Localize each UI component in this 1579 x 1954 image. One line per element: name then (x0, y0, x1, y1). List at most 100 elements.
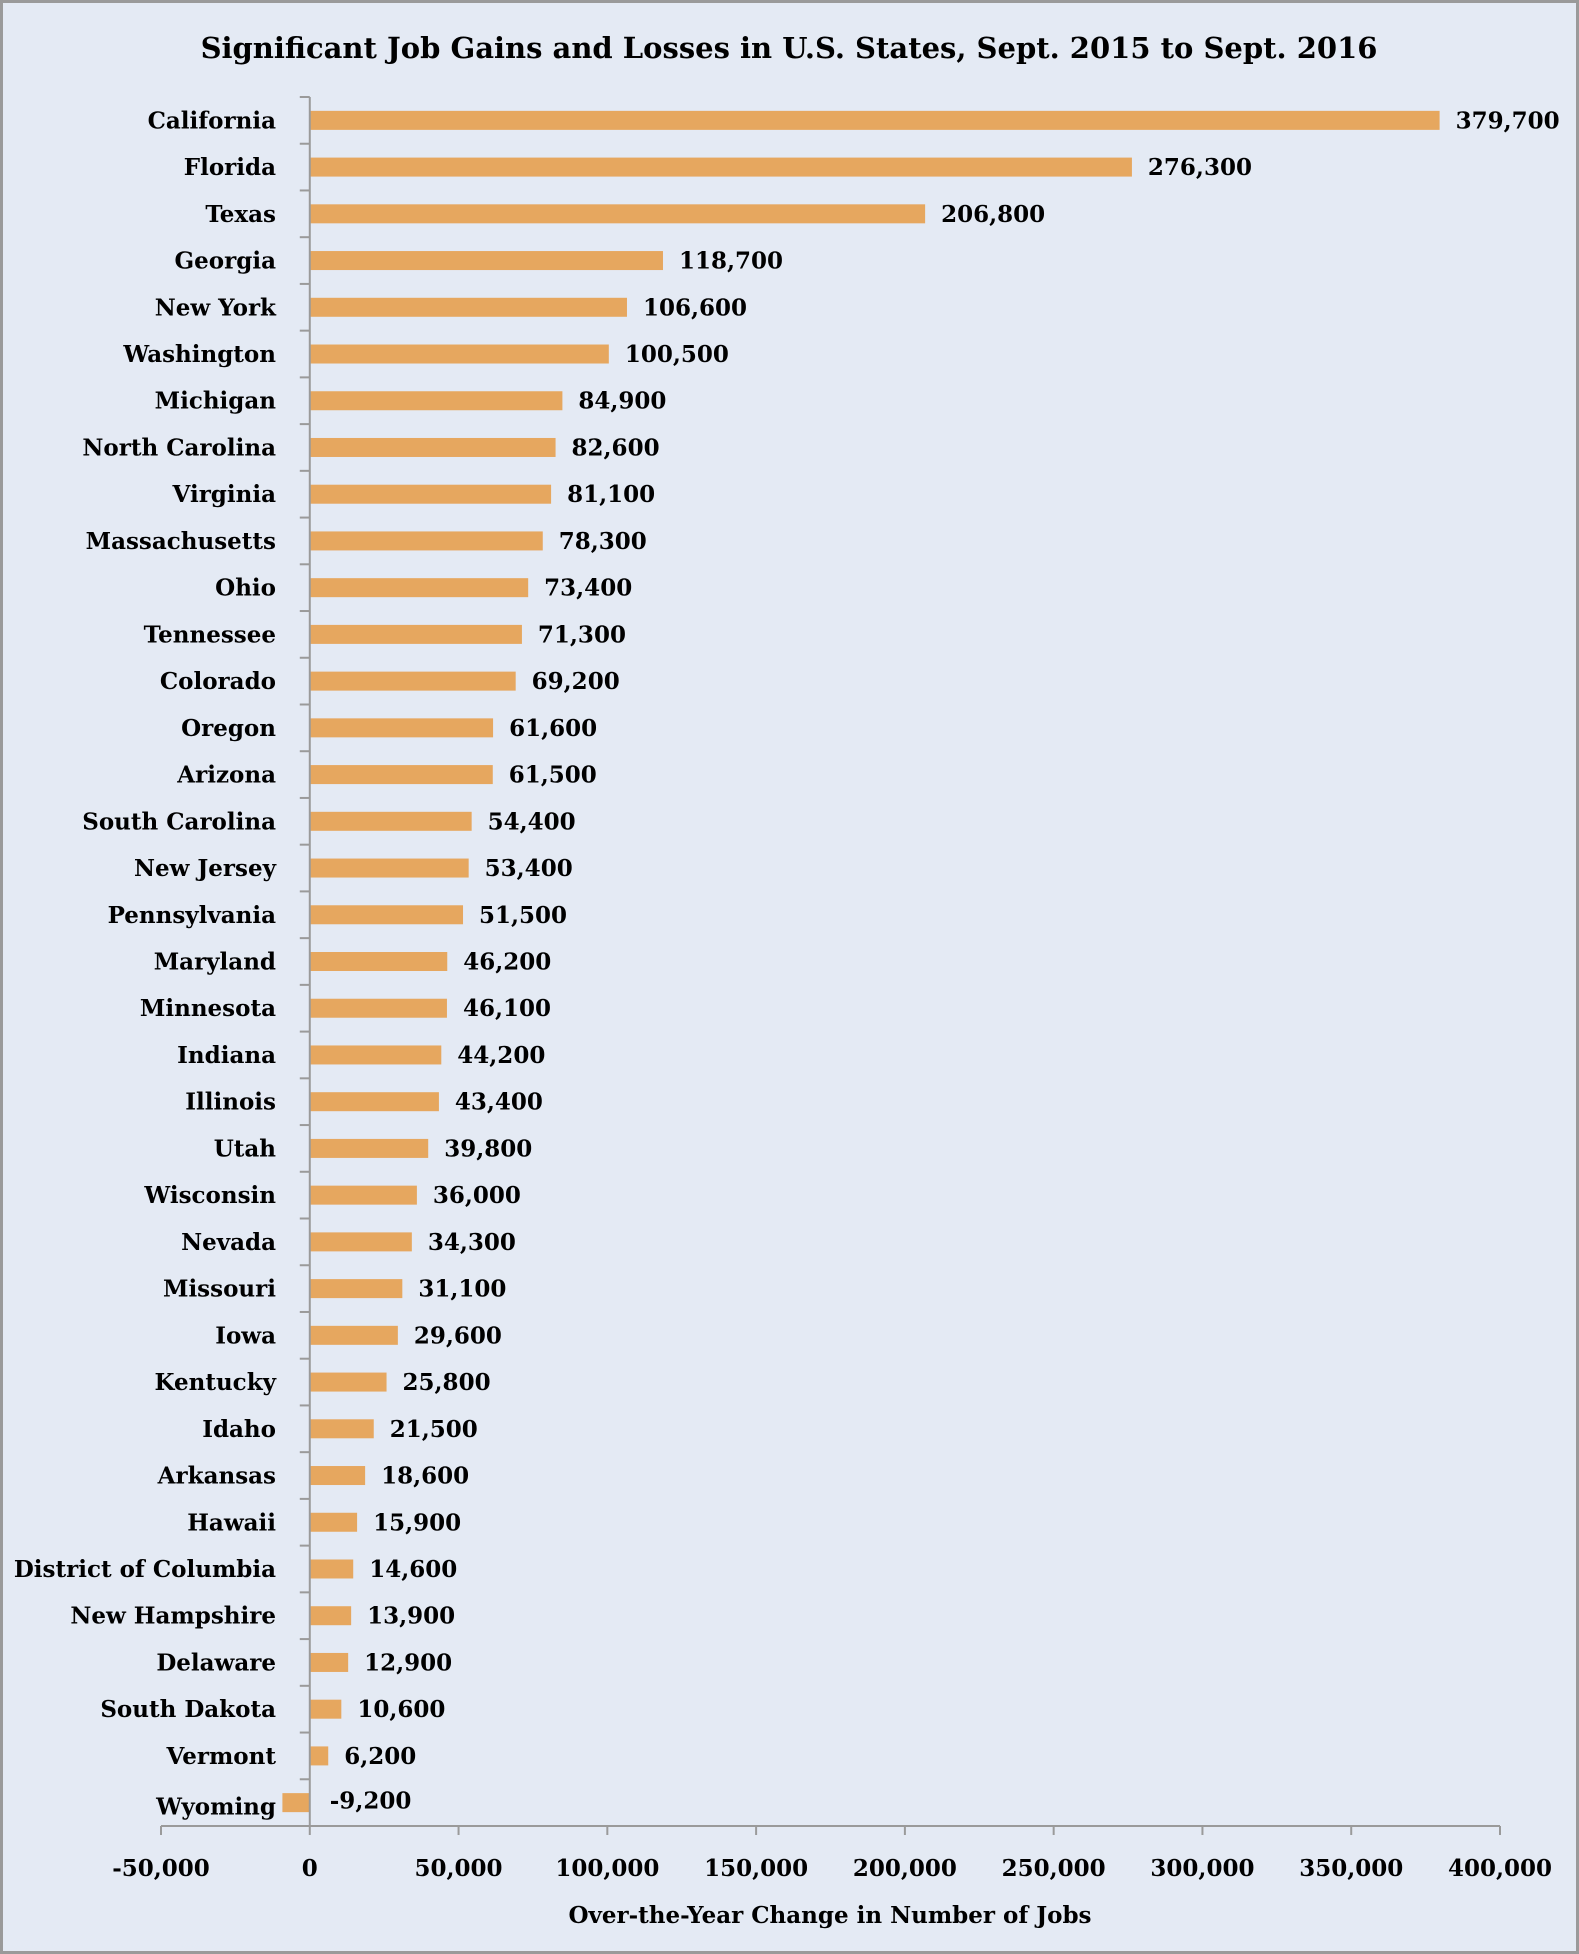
value-label: 81,100 (567, 481, 655, 508)
x-tick-label: -50,000 (112, 1855, 210, 1882)
x-axis-title: Over-the-Year Change in Number of Jobs (568, 1902, 1091, 1929)
value-label: 29,600 (414, 1322, 502, 1349)
bar-oregon (309, 718, 494, 738)
value-labels: 379,700 276,300 206,800 118,700 106,600 100,5… (330, 107, 1560, 1814)
value-label: 69,200 (532, 668, 620, 695)
category-label: Massachusetts (86, 528, 276, 555)
axes (160, 96, 1501, 1835)
chart-title: Significant Job Gains and Losses in U.S.… (201, 31, 1378, 65)
bar-north-carolina (309, 437, 556, 457)
value-label: 10,600 (357, 1696, 445, 1723)
x-tick-label: 350,000 (1299, 1855, 1403, 1882)
x-tick-label: 50,000 (415, 1855, 503, 1882)
category-label: Nevada (181, 1229, 276, 1256)
value-label: 51,500 (479, 902, 567, 929)
bar-california (309, 110, 1440, 130)
category-label: North Carolina (82, 434, 276, 461)
category-label: New Jersey (134, 855, 277, 882)
category-label: Maryland (154, 949, 276, 976)
bar-south-carolina (309, 811, 472, 831)
value-label: 31,100 (418, 1276, 506, 1303)
category-label: Pennsylvania (108, 902, 277, 929)
value-label: 106,600 (643, 294, 747, 321)
category-label: District of Columbia (14, 1556, 276, 1583)
bar-vermont (309, 1746, 329, 1766)
value-label: 14,600 (369, 1556, 457, 1583)
bar-iowa (309, 1325, 398, 1345)
category-label: Hawaii (187, 1509, 276, 1536)
bar-new-york (309, 297, 627, 317)
category-label: Wyoming (155, 1794, 276, 1821)
category-label: Arizona (176, 762, 276, 789)
bar-kentucky (309, 1372, 387, 1392)
value-label: 61,500 (509, 762, 597, 789)
category-label: New Hampshire (70, 1603, 276, 1630)
value-label: 54,400 (488, 808, 576, 835)
x-tick-label: 100,000 (555, 1855, 659, 1882)
value-label: 46,200 (463, 949, 551, 976)
bar-virginia (309, 484, 552, 504)
value-label: 13,900 (367, 1603, 455, 1630)
category-label: Washington (122, 341, 276, 368)
category-label: South Dakota (100, 1696, 276, 1723)
category-label: Georgia (175, 248, 277, 275)
category-label: Kentucky (155, 1369, 277, 1396)
x-tick-label: 0 (302, 1855, 318, 1882)
category-label: Illinois (185, 1089, 276, 1116)
value-label: 21,500 (390, 1416, 478, 1443)
category-label: Vermont (165, 1743, 276, 1770)
value-label: 73,400 (544, 575, 632, 602)
category-label: New York (155, 294, 277, 321)
bar-south-dakota (309, 1699, 342, 1719)
value-label: 53,400 (485, 855, 573, 882)
value-label: 71,300 (538, 621, 626, 648)
bars-layer (282, 110, 1440, 1813)
bar-massachusetts (309, 531, 543, 551)
x-tick-label: 300,000 (1150, 1855, 1254, 1882)
bar-arkansas (309, 1466, 366, 1486)
x-tick-label: 150,000 (704, 1855, 808, 1882)
category-label: Delaware (156, 1649, 276, 1676)
category-label: Florida (184, 154, 276, 181)
category-label: Texas (205, 201, 276, 228)
value-label: 36,000 (433, 1182, 521, 1209)
category-labels: California Florida Texas Georgia New York Was… (14, 107, 277, 1820)
category-label: Missouri (163, 1276, 276, 1303)
value-label: 82,600 (572, 434, 660, 461)
bar-maryland (309, 952, 448, 971)
category-label: Ohio (215, 575, 276, 602)
value-label: 276,300 (1148, 154, 1252, 181)
x-tick-label: 250,000 (1002, 1855, 1106, 1882)
x-tick-label: 400,000 (1448, 1855, 1552, 1882)
bar-district-of-columbia (309, 1559, 354, 1579)
bar-wyoming (282, 1793, 310, 1813)
value-label: -9,200 (330, 1788, 412, 1815)
category-label: Oregon (181, 715, 276, 742)
bar-texas (309, 204, 926, 224)
category-label: South Carolina (82, 808, 276, 835)
bar-georgia (309, 251, 663, 271)
bar-arizona (309, 765, 493, 785)
bar-new-jersey (309, 858, 469, 878)
bar-hawaii (309, 1512, 358, 1532)
value-label: 78,300 (559, 528, 647, 555)
bar-wisconsin (309, 1185, 417, 1205)
value-label: 43,400 (455, 1089, 543, 1116)
bar-florida (309, 157, 1132, 177)
category-label: Wisconsin (143, 1182, 276, 1209)
category-label: Indiana (177, 1042, 276, 1069)
value-label: 12,900 (364, 1649, 452, 1676)
value-label: 39,800 (444, 1135, 532, 1162)
value-label: 44,200 (457, 1042, 545, 1069)
bar-ohio (309, 578, 529, 598)
bar-colorado (309, 671, 516, 691)
category-label: Michigan (155, 388, 277, 415)
bar-pennsylvania (309, 905, 464, 925)
value-label: 18,600 (381, 1463, 469, 1490)
bar-idaho (309, 1419, 374, 1439)
x-tick-label: 200,000 (853, 1855, 957, 1882)
category-label: Arkansas (157, 1463, 276, 1490)
bar-illinois (309, 1092, 439, 1112)
